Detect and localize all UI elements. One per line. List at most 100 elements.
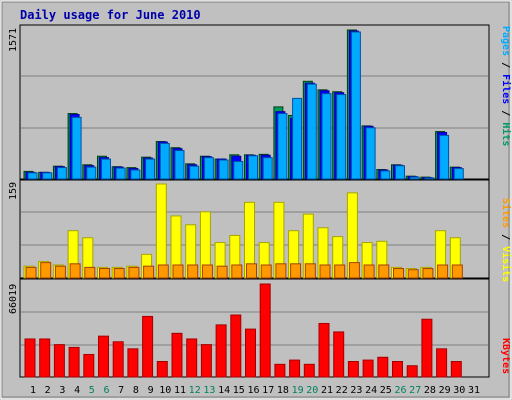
hits-ymax-label: 1571 (8, 28, 19, 52)
x-tick-label-day-26: 26 (394, 385, 406, 396)
hits-bar-pages-day-5 (86, 166, 97, 180)
hits-axis-label-part: Pages (500, 26, 511, 56)
visits-bar-sites-day-8 (128, 266, 140, 279)
hits-bar-pages-day-6 (101, 158, 111, 180)
hits-bar-pages-day-18 (277, 113, 288, 180)
hits-bar-pages-day-21 (321, 93, 332, 180)
kbytes-bar-kbytes-day-16 (245, 328, 256, 378)
hits-bar-pages-day-13 (203, 157, 214, 180)
x-tick-label-day-4: 4 (74, 385, 80, 396)
x-tick-label-day-18: 18 (277, 385, 289, 396)
hits-bar-pages-day-3 (56, 167, 67, 180)
visits-bar-sites-day-11 (172, 264, 184, 279)
hits-bar-pages-day-25 (380, 170, 391, 180)
hits-bar-pages-day-23 (350, 31, 361, 180)
hits-bar-pages-day-27 (409, 176, 420, 180)
kbytes-bar-kbytes-day-17 (259, 283, 271, 378)
visits-bar-sites-day-15 (231, 264, 243, 279)
hits-panel: 1571 Pages / Files / Hits (8, 24, 512, 180)
hits-bar-pages-day-4 (71, 116, 82, 180)
kbytes-bar-kbytes-day-27 (406, 365, 418, 378)
x-tick-label-day-28: 28 (424, 385, 436, 396)
x-tick-label-day-21: 21 (321, 385, 333, 396)
visits-bar-sites-day-7 (113, 268, 125, 279)
x-tick-label-day-20: 20 (306, 385, 318, 396)
kbytes-bar-kbytes-day-26 (392, 361, 403, 378)
x-tick-label-day-14: 14 (218, 385, 230, 396)
kbytes-ymax-label: 66019 (8, 284, 19, 314)
visits-bar-sites-day-27 (407, 269, 419, 279)
visits-bar-sites-day-26 (393, 268, 404, 279)
hits-bar-pages-day-17 (262, 157, 273, 180)
x-tick-label-day-8: 8 (133, 385, 139, 396)
visits-bar-sites-day-1 (25, 266, 37, 279)
hits-bar-pages-day-20 (306, 83, 317, 180)
x-tick-label-day-13: 13 (203, 385, 215, 396)
x-tick-label-day-23: 23 (350, 385, 362, 396)
x-axis-tick-labels: 1 2 3 4 5 6 7 8 9 10 11 12 13 14 15 16 17 18 19 20 21 22 23 24 2… (30, 385, 480, 396)
x-tick-label-day-10: 10 (159, 385, 171, 396)
x-tick-label-day-3: 3 (59, 385, 65, 396)
hits-axis-label: Pages / Files / Hits (500, 26, 512, 146)
visits-bars (23, 183, 463, 279)
visits-bar-sites-day-10 (157, 264, 169, 279)
visits-bar-sites-day-5 (84, 266, 96, 279)
x-tick-label-day-9: 9 (148, 385, 154, 396)
hits-bars (23, 29, 464, 180)
x-tick-label-day-30: 30 (453, 385, 465, 396)
hits-bar-pages-day-10 (159, 142, 170, 180)
hits-bar-pages-day-11 (174, 150, 185, 180)
visits-panel: 159 Sites / Visits (8, 179, 512, 282)
visits-bar-sites-day-28 (422, 268, 434, 279)
visits-bar-visits-day-10 (155, 183, 167, 279)
kbytes-bar-kbytes-day-6 (98, 335, 109, 378)
x-tick-label-day-5: 5 (89, 385, 95, 396)
kbytes-bar-kbytes-day-28 (421, 318, 433, 378)
kbytes-bar-kbytes-day-25 (377, 356, 389, 378)
visits-bar-sites-day-19 (290, 263, 302, 279)
visits-bar-sites-day-2 (40, 262, 52, 279)
kbytes-axis-label-part: KBytes (500, 338, 511, 374)
kbytes-axis-label: KBytes (500, 338, 511, 374)
visits-bar-sites-day-30 (451, 264, 463, 279)
kbytes-bar-kbytes-day-11 (171, 332, 183, 378)
visits-bar-sites-day-29 (437, 264, 449, 279)
visits-axis-label: Sites / Visits (500, 198, 512, 282)
kbytes-bar-kbytes-day-23 (347, 361, 359, 378)
kbytes-bar-kbytes-day-18 (274, 363, 286, 378)
x-tick-label-day-22: 22 (336, 385, 348, 396)
visits-bar-sites-day-20 (304, 263, 316, 279)
kbytes-bar-kbytes-day-12 (186, 338, 198, 378)
kbytes-bar-kbytes-day-9 (142, 315, 154, 378)
x-tick-label-day-17: 17 (262, 385, 274, 396)
hits-axis-label-part: Hits (500, 122, 512, 146)
x-tick-label-day-2: 2 (45, 385, 51, 396)
kbytes-bar-kbytes-day-24 (362, 359, 374, 378)
kbytes-panel: 66019 KBytes (8, 278, 511, 378)
chart-title: Daily usage for June 2010 (20, 8, 201, 22)
visits-bar-sites-day-22 (334, 264, 346, 279)
kbytes-bar-kbytes-day-14 (215, 324, 227, 378)
x-tick-label-day-7: 7 (118, 385, 124, 396)
hits-bar-pages-day-8 (130, 169, 141, 180)
hits-bar-pages-day-12 (189, 165, 200, 180)
visits-bar-sites-day-13 (201, 264, 213, 279)
x-tick-label-day-24: 24 (365, 385, 377, 396)
kbytes-bar-kbytes-day-30 (450, 361, 462, 378)
hits-bar-pages-day-19 (292, 97, 303, 180)
visits-bar-sites-day-3 (54, 265, 66, 279)
hits-bar-pages-day-1 (27, 172, 38, 180)
visits-bar-sites-day-16 (246, 263, 257, 279)
kbytes-bar-kbytes-day-3 (53, 344, 65, 378)
hits-bar-pages-day-15 (233, 160, 244, 180)
kbytes-bar-kbytes-day-21 (318, 322, 330, 378)
visits-bar-sites-day-14 (216, 265, 228, 279)
visits-bar-sites-day-25 (378, 264, 390, 279)
hits-bar-pages-day-26 (395, 165, 405, 180)
visits-bar-sites-day-6 (99, 268, 110, 279)
hits-bar-pages-day-9 (145, 158, 156, 180)
hits-bar-pages-day-28 (424, 177, 435, 180)
hits-axis-label-part: Files (500, 74, 512, 104)
